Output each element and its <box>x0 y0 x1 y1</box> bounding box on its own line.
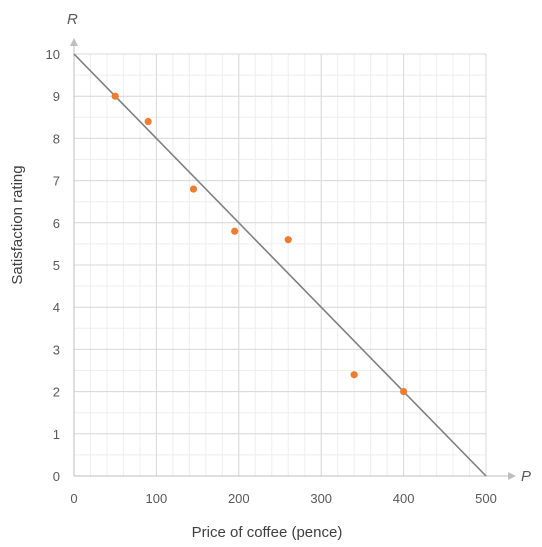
x-tick-label: 400 <box>393 491 415 506</box>
y-tick-label: 1 <box>53 427 60 442</box>
data-point <box>350 371 358 379</box>
y-tick-label: 3 <box>53 342 60 357</box>
y-tick-label: 6 <box>53 216 60 231</box>
y-axis-letter: R <box>67 11 78 28</box>
line-of-best-fit <box>73 53 487 477</box>
data-point <box>400 388 408 396</box>
axes <box>70 38 516 480</box>
x-tick-label: 300 <box>310 491 332 506</box>
y-tick-label: 0 <box>53 469 60 484</box>
y-axis-arrow-icon <box>70 38 78 46</box>
y-axis-title: Satisfaction rating <box>9 165 26 284</box>
data-point <box>284 236 292 244</box>
y-tick-label: 7 <box>53 174 60 189</box>
x-tick-label: 200 <box>228 491 250 506</box>
y-tick-label: 4 <box>53 300 60 315</box>
data-points <box>111 92 408 396</box>
y-tick-label: 10 <box>46 47 60 62</box>
y-tick-label: 2 <box>53 385 60 400</box>
x-tick-label: 500 <box>475 491 497 506</box>
y-tick-label: 9 <box>53 89 60 104</box>
x-axis-letter: P <box>521 468 531 485</box>
tick-labels: 0 100 200 300 400 500 0 1 2 3 4 5 6 7 8 9 10 <box>46 47 497 506</box>
fit-line-group <box>73 53 487 477</box>
data-point <box>189 185 198 193</box>
data-point <box>111 92 119 100</box>
y-tick-label: 5 <box>53 258 60 273</box>
x-axis-arrow-icon <box>508 472 516 480</box>
x-tick-label: 0 <box>70 491 77 506</box>
y-tick-label: 8 <box>53 131 60 146</box>
data-point <box>144 117 152 126</box>
x-tick-label: 100 <box>146 491 168 506</box>
x-axis-title: Price of coffee (pence) <box>192 524 343 541</box>
data-point <box>231 227 239 235</box>
